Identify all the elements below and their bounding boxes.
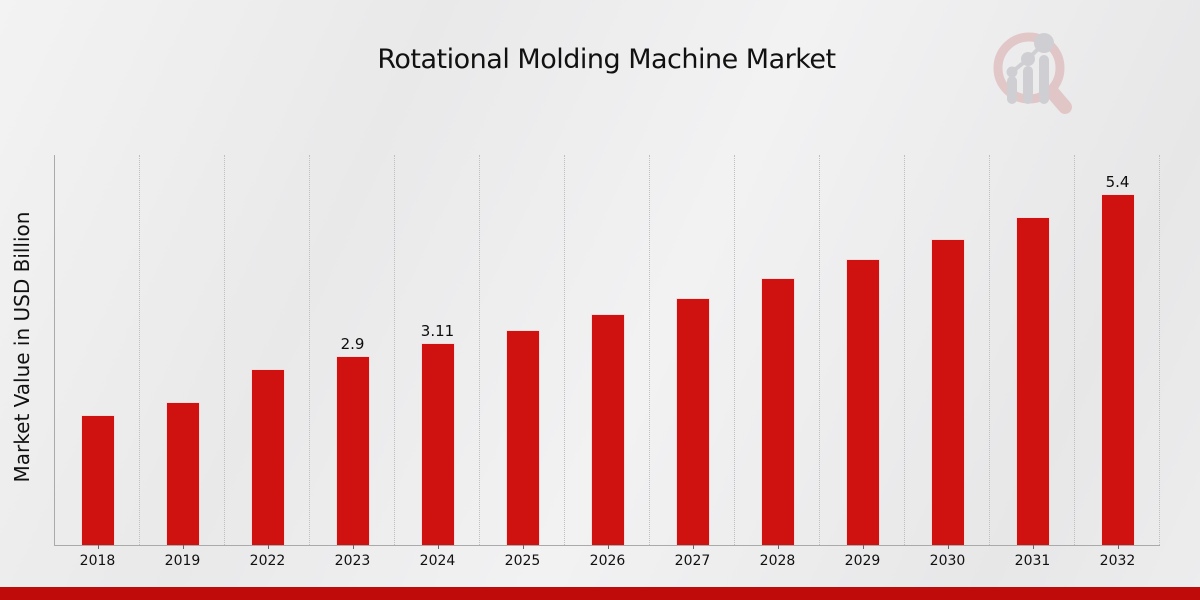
x-tick [267, 545, 269, 549]
gridline [564, 155, 565, 545]
gridline [989, 155, 990, 545]
x-tick-label-2018: 2018 [79, 553, 116, 569]
bar-2028 [760, 278, 795, 545]
gridline [224, 155, 225, 545]
x-tick [97, 545, 99, 549]
x-tick-label-2030: 2030 [929, 553, 966, 569]
x-tick-label-2023: 2023 [334, 553, 371, 569]
gridline [394, 155, 395, 545]
gridline [904, 155, 905, 545]
bar-2026 [590, 314, 625, 545]
x-tick [182, 545, 184, 549]
y-axis-label: Market Value in USD Billion [10, 211, 34, 483]
gridline [309, 155, 310, 545]
bar-2019 [165, 402, 200, 545]
footer-accent-bar [0, 587, 1200, 600]
x-tick [1032, 545, 1034, 549]
x-tick-label-2024: 2024 [419, 553, 456, 569]
bar-2025 [505, 330, 540, 545]
x-tick-label-2027: 2027 [674, 553, 711, 569]
x-tick-label-2032: 2032 [1099, 553, 1136, 569]
gridline [1159, 155, 1160, 545]
x-tick [947, 545, 949, 549]
bar-2030 [930, 239, 965, 545]
x-tick [437, 545, 439, 549]
bar-2022 [250, 369, 285, 545]
gridline [1074, 155, 1075, 545]
x-tick-label-2028: 2028 [759, 553, 796, 569]
bar-value-label-2032: 5.4 [1105, 173, 1130, 191]
gridline [649, 155, 650, 545]
gridline [139, 155, 140, 545]
x-tick-label-2025: 2025 [504, 553, 541, 569]
x-tick [352, 545, 354, 549]
x-tick [777, 545, 779, 549]
gridline [819, 155, 820, 545]
bar-2029 [845, 259, 880, 545]
bar-2027 [675, 298, 710, 545]
x-tick-label-2026: 2026 [589, 553, 626, 569]
x-tick-label-2022: 2022 [249, 553, 286, 569]
chart-title: Rotational Molding Machine Market [377, 44, 836, 75]
bar-value-label-2024: 3.11 [420, 322, 455, 340]
x-tick-label-2029: 2029 [844, 553, 881, 569]
magnifier-bar-chart-logo-icon [993, 32, 1072, 114]
x-tick [607, 545, 609, 549]
x-tick [522, 545, 524, 549]
plot-area: 2018 2019 2022 2.9 2023 3.11 2024 2025 2026 2027 2… [54, 155, 1160, 569]
bar-2031 [1015, 217, 1050, 545]
bar-2023 [335, 356, 370, 545]
x-tick-label-2019: 2019 [164, 553, 201, 569]
bar-2018 [80, 415, 115, 545]
bar-value-label-2023: 2.9 [340, 335, 365, 353]
gridline [734, 155, 735, 545]
x-tick [692, 545, 694, 549]
gridline [479, 155, 480, 545]
x-tick-label-2031: 2031 [1014, 553, 1051, 569]
bar-2024 [420, 343, 455, 545]
bar-2032 [1100, 194, 1135, 545]
x-tick [862, 545, 864, 549]
x-tick [1117, 545, 1119, 549]
